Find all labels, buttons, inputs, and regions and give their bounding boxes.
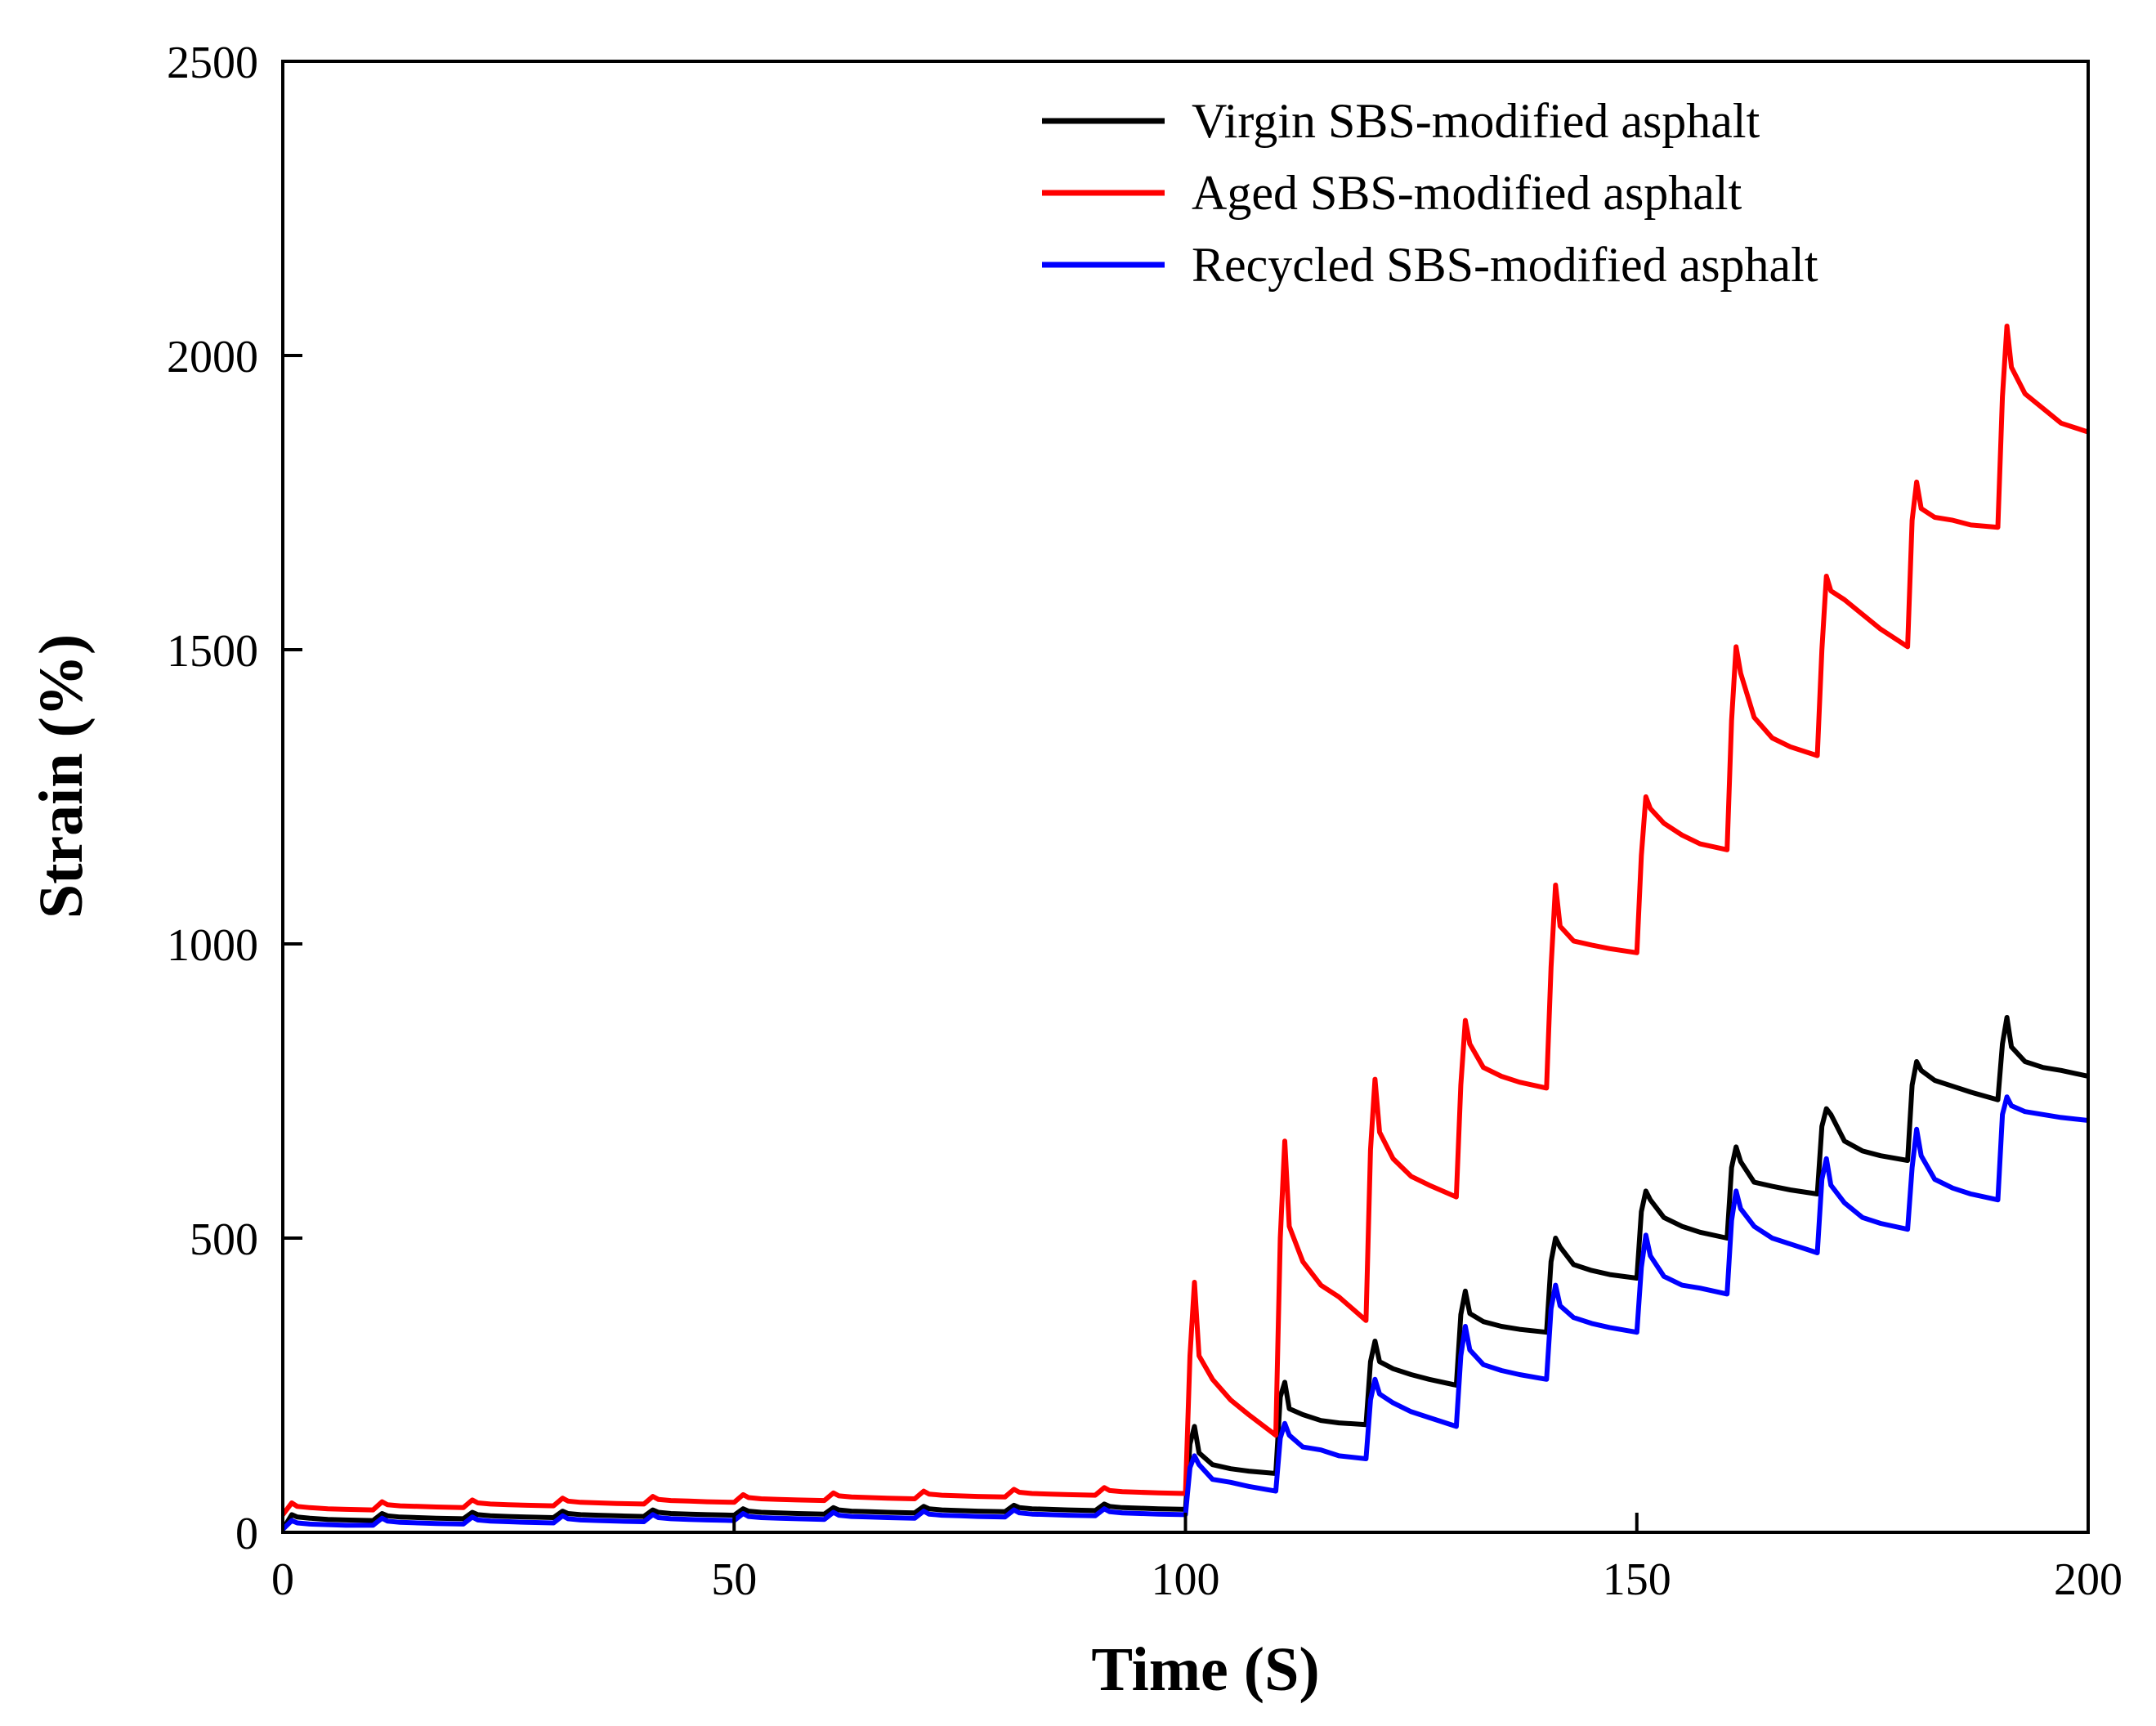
y-tick-label: 2000 — [167, 332, 258, 382]
y-axis-title: Strain (%) — [27, 634, 96, 919]
y-tick-label: 1000 — [167, 920, 258, 971]
series-line-2 — [283, 1094, 2088, 1532]
y-tick-label: 0 — [235, 1509, 258, 1559]
x-tick-label: 150 — [1603, 1554, 1671, 1605]
y-tick-label: 1500 — [167, 626, 258, 677]
y-tick-label: 2500 — [167, 38, 258, 88]
series-layer — [283, 324, 2088, 1532]
y-tick-label: 500 — [190, 1214, 258, 1265]
legend-label-1: Aged SBS-modified asphalt — [1192, 166, 1742, 220]
x-tick-label: 200 — [2054, 1554, 2122, 1605]
x-tick-label: 100 — [1152, 1554, 1220, 1605]
series-line-1 — [283, 324, 2088, 1518]
legend-label-2: Recycled SBS-modified asphalt — [1192, 238, 1818, 292]
x-tick-label: 50 — [711, 1554, 757, 1605]
x-axis-title: Time (S) — [1091, 1635, 1319, 1704]
x-tick-label: 0 — [271, 1554, 294, 1605]
legend-label-0: Virgin SBS-modified asphalt — [1192, 94, 1760, 148]
series-line-0 — [283, 1015, 2088, 1532]
legend: Virgin SBS-modified asphalt Aged SBS-modi… — [1042, 94, 1818, 292]
